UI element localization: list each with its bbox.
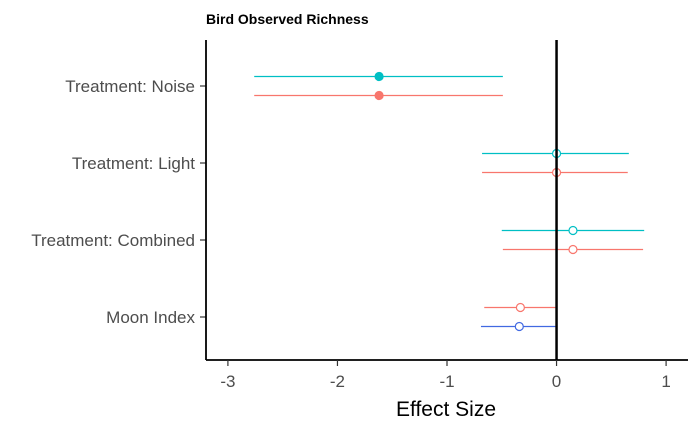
x-tick-label: -2 (330, 372, 345, 391)
x-tick-label: 0 (552, 372, 561, 391)
point-estimate (374, 71, 384, 82)
x-tick-label: -1 (439, 372, 454, 391)
point-estimate (374, 90, 384, 101)
point-estimate (515, 302, 525, 313)
y-tick-label: Moon Index (106, 308, 195, 327)
x-axis-title: Effect Size (396, 398, 496, 421)
point-estimate (568, 225, 578, 236)
y-tick-label: Treatment: Noise (65, 77, 195, 96)
y-tick-label: Treatment: Light (72, 154, 195, 173)
point-estimate (514, 321, 524, 332)
point-estimate (568, 244, 578, 255)
x-tick-label: 1 (661, 372, 670, 391)
chart-title: Bird Observed Richness (206, 11, 369, 27)
y-tick-label: Treatment: Combined (31, 231, 195, 250)
x-tick-label: -3 (220, 372, 235, 391)
